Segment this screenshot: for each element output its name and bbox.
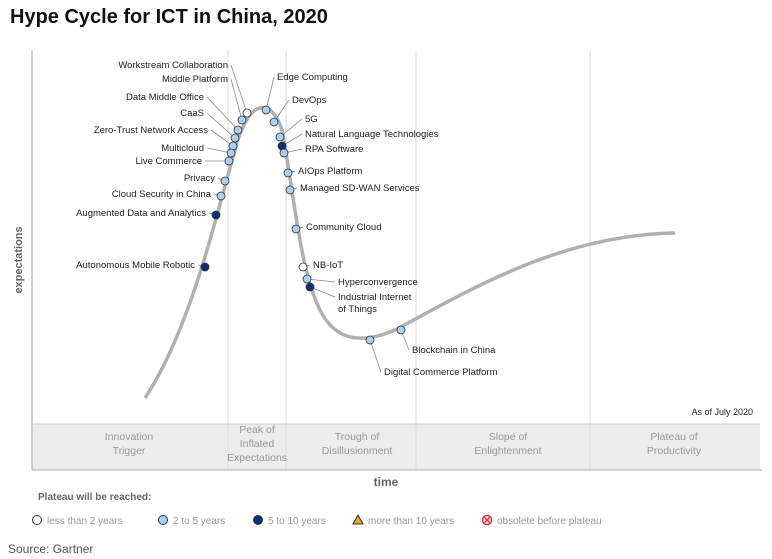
leader-line (273, 99, 290, 123)
phase-band (32, 424, 760, 470)
technology-label: NB-IoT (313, 260, 343, 271)
phase-label: Enlightenment (474, 445, 541, 457)
technology-label: Data Middle Office (126, 92, 204, 103)
technology-label: Hyperconvergence (338, 277, 418, 288)
phase-label: Disillusionment (322, 445, 393, 457)
technology-label: Digital Commerce Platform (384, 367, 498, 378)
phase-label: Trigger (113, 445, 146, 457)
technology-marker (396, 325, 406, 335)
legend-label: 5 to 10 years (268, 516, 326, 527)
technology-marker (230, 133, 240, 143)
technology-label: 5G (305, 114, 318, 125)
technology-label: Middle Platform (162, 74, 228, 85)
phase-label: Peak of (239, 424, 275, 436)
x-axis-label: time (374, 475, 399, 489)
chart-title: Hype Cycle for ICT in China, 2020 (10, 6, 328, 28)
technology-marker (291, 224, 301, 234)
technology-label: Managed SD-WAN Services (300, 183, 420, 194)
legend-title: Plateau will be reached: (38, 492, 151, 503)
technology-label: CaaS (180, 108, 204, 119)
phase-label: Plateau of (650, 431, 697, 443)
technology-marker (285, 185, 295, 195)
triangle-icon (352, 513, 364, 525)
as-of-date: As of July 2020 (691, 407, 753, 417)
phase-label: Innovation (105, 431, 154, 443)
technology-marker (226, 148, 236, 158)
leader-line (309, 286, 336, 298)
technology-marker (283, 168, 293, 178)
technology-marker (224, 156, 234, 166)
technology-label: AIOps Platform (298, 166, 362, 177)
technology-marker (233, 125, 243, 135)
technology-label: Edge Computing (277, 72, 348, 83)
x-mark-icon (483, 516, 491, 524)
technology-label: of Things (338, 304, 377, 315)
technology-marker (279, 148, 289, 158)
leader-line (206, 112, 236, 139)
circle-icon (32, 515, 42, 525)
technology-marker (302, 274, 312, 284)
legend-label: obsolete before plateau (497, 516, 602, 527)
y-axis-label: expectations (13, 226, 25, 293)
technology-label: Community Cloud (306, 222, 382, 233)
phase-label: Inflated (240, 438, 275, 450)
circle-icon (253, 515, 263, 525)
legend-label: 2 to 5 years (173, 516, 225, 527)
leader-line (279, 118, 303, 138)
technology-label: DevOps (292, 95, 327, 106)
leader-line (369, 339, 382, 373)
technology-label: Workstream Collaboration (118, 60, 228, 71)
technology-marker (269, 117, 279, 127)
technology-label: Privacy (184, 173, 215, 184)
technology-label: Augmented Data and Analytics (76, 208, 206, 219)
phase-label: Slope of (489, 431, 528, 443)
leader-line (265, 76, 275, 111)
source-note: Source: Gartner (8, 542, 93, 556)
technology-label: Natural Language Technologies (305, 129, 439, 140)
technology-label: RPA Software (305, 144, 363, 155)
technology-marker (261, 105, 271, 115)
legend-label: more than 10 years (368, 516, 454, 527)
technology-label: Cloud Security in China (112, 189, 212, 200)
technology-marker (242, 108, 252, 118)
technology-label: Blockchain in China (412, 345, 496, 356)
technology-label: Zero-Trust Network Access (94, 125, 208, 136)
leader-line (206, 96, 239, 131)
technology-marker (216, 191, 226, 201)
technology-marker (298, 262, 308, 272)
phase-label: Expectations (227, 452, 287, 464)
technology-marker (200, 262, 210, 272)
phase-label: Productivity (647, 445, 702, 457)
technology-label: Multicloud (161, 143, 204, 154)
technology-marker (220, 176, 230, 186)
technology-label: Industrial Internet (338, 292, 412, 303)
technology-marker (237, 115, 247, 125)
technology-label: Live Commerce (135, 156, 202, 167)
technology-marker (365, 335, 375, 345)
leader-line (306, 278, 336, 283)
legend-label: less than 2 years (47, 516, 123, 527)
leader-line (230, 78, 243, 121)
hype-curve (143, 105, 676, 399)
circle-icon (158, 515, 168, 525)
technology-marker (275, 132, 285, 142)
leader-line (230, 64, 248, 114)
leader-line (210, 129, 234, 147)
phase-label: Trough of (335, 431, 380, 443)
technology-label: Autonomous Mobile Robotic (76, 260, 195, 271)
technology-marker (211, 210, 221, 220)
technology-marker (305, 282, 315, 292)
